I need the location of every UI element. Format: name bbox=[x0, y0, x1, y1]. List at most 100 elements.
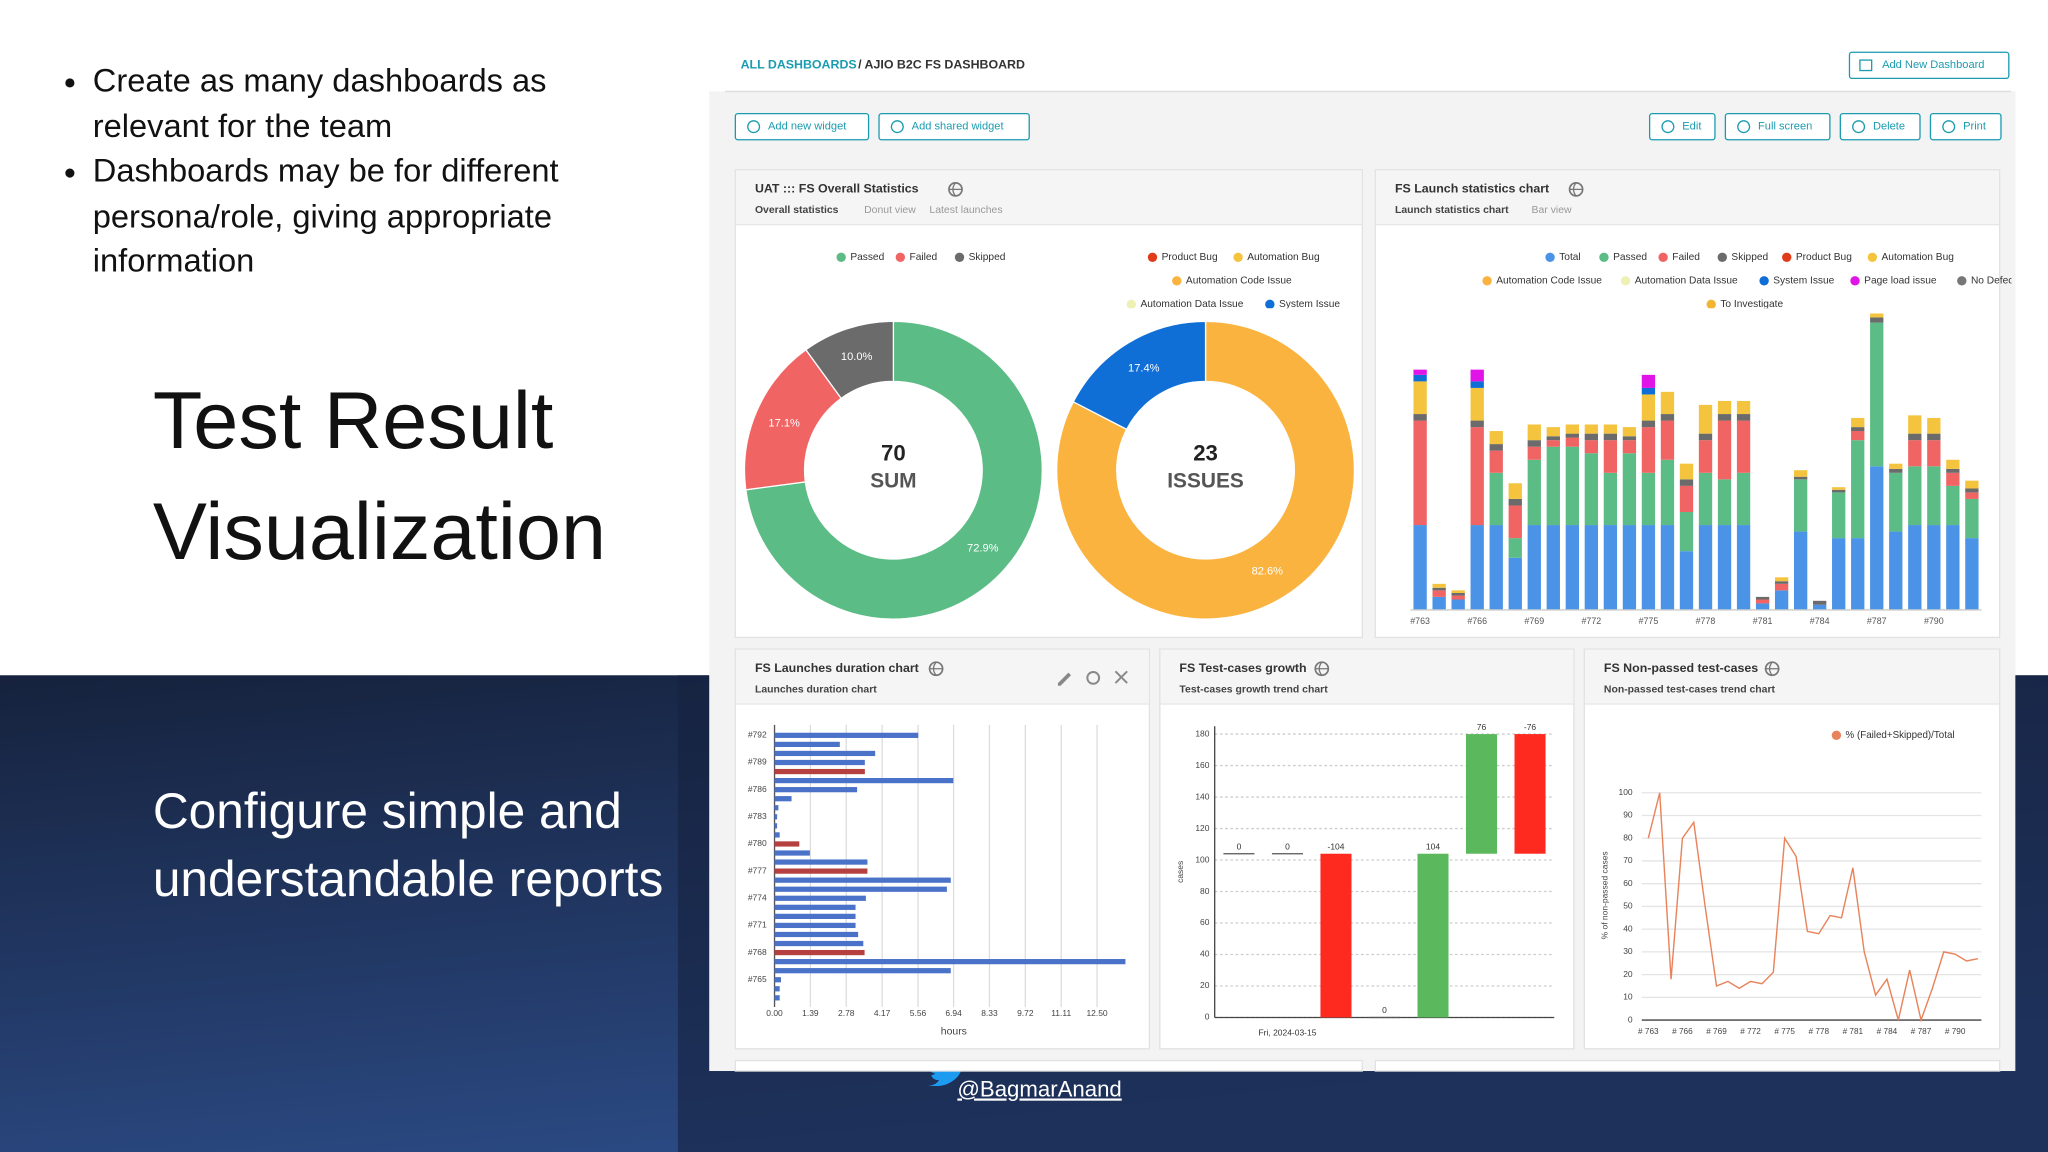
value-label: 76 bbox=[1477, 722, 1487, 732]
refresh-icon bbox=[1086, 671, 1101, 685]
button-label: Print bbox=[1963, 121, 1986, 133]
legend-swatch bbox=[1957, 276, 1967, 286]
button[interactable] bbox=[1648, 112, 1716, 141]
widget-peek bbox=[1374, 1059, 2001, 1072]
button-label: Add new widget bbox=[768, 121, 846, 133]
legend-label: Automation Data Issue bbox=[1140, 299, 1243, 310]
bar-segment bbox=[1946, 525, 1960, 610]
globe-icon bbox=[1569, 182, 1583, 197]
donut-center-value: 70 bbox=[881, 440, 906, 465]
slide-title: Test Result Visualization bbox=[152, 376, 606, 578]
twitter-handle[interactable]: @BagmarAnand bbox=[957, 1076, 1121, 1101]
widget-tab: Non-passed test-cases trend chart bbox=[1604, 684, 1776, 695]
legend-swatch bbox=[836, 252, 846, 263]
y-tick-label: 80 bbox=[1623, 832, 1633, 842]
bar-segment bbox=[1641, 374, 1656, 388]
x-axis-label: hours bbox=[941, 1027, 967, 1038]
bar-segment bbox=[1432, 596, 1446, 610]
bar bbox=[774, 741, 840, 748]
bar-segment bbox=[1603, 424, 1618, 434]
slice-label: 82.6% bbox=[1252, 566, 1284, 578]
bar-segment bbox=[1870, 313, 1884, 318]
bar-segment bbox=[1813, 600, 1827, 605]
button[interactable] bbox=[878, 112, 1030, 141]
bar-segment bbox=[1832, 492, 1846, 539]
bar-segment bbox=[1508, 505, 1522, 539]
globe-icon bbox=[948, 182, 963, 197]
globe-icon bbox=[1315, 661, 1329, 676]
legend-label: Failed bbox=[1672, 252, 1700, 263]
bar-segment bbox=[1565, 446, 1579, 526]
legend-swatch bbox=[1265, 299, 1275, 309]
legend-swatch bbox=[1782, 252, 1792, 263]
bar-segment bbox=[1908, 525, 1922, 610]
bar-segment bbox=[1813, 604, 1827, 610]
y-tick-label: 120 bbox=[1195, 823, 1209, 833]
button[interactable] bbox=[1724, 112, 1831, 141]
legend-swatch bbox=[1759, 276, 1769, 286]
bar-segment bbox=[1546, 427, 1560, 437]
bar bbox=[774, 940, 864, 947]
widget-header bbox=[1584, 649, 2000, 705]
widget-header bbox=[736, 649, 1149, 705]
button[interactable] bbox=[1929, 112, 2002, 141]
bar-segment bbox=[1717, 525, 1732, 610]
bar-segment bbox=[1851, 440, 1865, 539]
dashboard-header bbox=[709, 39, 2016, 92]
legend-label: Total bbox=[1559, 252, 1581, 263]
widget-title: FS Non-passed test-cases bbox=[1604, 661, 1758, 675]
bar bbox=[774, 777, 954, 784]
slice-label: 17.4% bbox=[1128, 363, 1160, 375]
bar-segment bbox=[1755, 603, 1770, 610]
x-tick-label: 5.56 bbox=[910, 1008, 927, 1018]
y-tick-label: 10 bbox=[1623, 992, 1633, 1002]
legend-swatch bbox=[1126, 299, 1137, 309]
donut-center-label: SUM bbox=[870, 469, 916, 492]
legend-label: Product Bug bbox=[1796, 252, 1852, 263]
bar-segment bbox=[1622, 453, 1637, 526]
value-label: 104 bbox=[1426, 841, 1440, 851]
bar-segment bbox=[1755, 596, 1770, 600]
y-tick-label: #771 bbox=[748, 920, 767, 930]
bar-segment bbox=[1641, 387, 1656, 395]
bar-segment bbox=[1603, 433, 1618, 441]
bar-segment bbox=[1851, 427, 1865, 432]
x-tick-label: 9.72 bbox=[1017, 1008, 1034, 1018]
x-tick-label: # 778 bbox=[1808, 1027, 1829, 1036]
widget-peek bbox=[734, 1059, 1363, 1072]
edit-icon bbox=[1057, 672, 1072, 686]
bar-segment bbox=[1622, 525, 1637, 610]
bar bbox=[774, 750, 876, 757]
legend-label: Skipped bbox=[1731, 252, 1768, 263]
bar-segment bbox=[1755, 599, 1770, 604]
button-label: Edit bbox=[1682, 121, 1701, 133]
x-tick-label: # 769 bbox=[1706, 1027, 1727, 1036]
x-tick-label: #787 bbox=[1867, 616, 1887, 626]
bar bbox=[774, 977, 781, 983]
bar bbox=[774, 968, 951, 974]
button[interactable] bbox=[1839, 112, 1921, 141]
bar-segment bbox=[1908, 415, 1922, 434]
x-tick-label: 8.33 bbox=[981, 1008, 998, 1018]
y-tick-label: 50 bbox=[1623, 901, 1633, 911]
add-dashboard-button[interactable] bbox=[1848, 51, 2010, 80]
bar bbox=[774, 895, 866, 901]
bar-segment bbox=[1965, 480, 1979, 489]
globe-icon bbox=[1765, 661, 1779, 676]
button[interactable] bbox=[734, 112, 870, 141]
legend-label: Automation Bug bbox=[1247, 252, 1319, 263]
y-tick-label: 180 bbox=[1195, 728, 1209, 738]
bar-segment bbox=[1736, 420, 1751, 473]
bar-segment bbox=[1489, 444, 1503, 451]
bar bbox=[774, 823, 778, 829]
bar-segment bbox=[1470, 387, 1484, 421]
y-tick-label: 0 bbox=[1628, 1014, 1633, 1024]
bar-segment bbox=[1565, 424, 1579, 434]
bar-segment bbox=[1565, 437, 1579, 447]
bar-segment bbox=[1717, 420, 1732, 480]
legend-swatch bbox=[895, 252, 906, 263]
bar-segment bbox=[1489, 525, 1503, 610]
bar-segment bbox=[1508, 557, 1522, 610]
y-tick-label: #777 bbox=[748, 865, 767, 875]
